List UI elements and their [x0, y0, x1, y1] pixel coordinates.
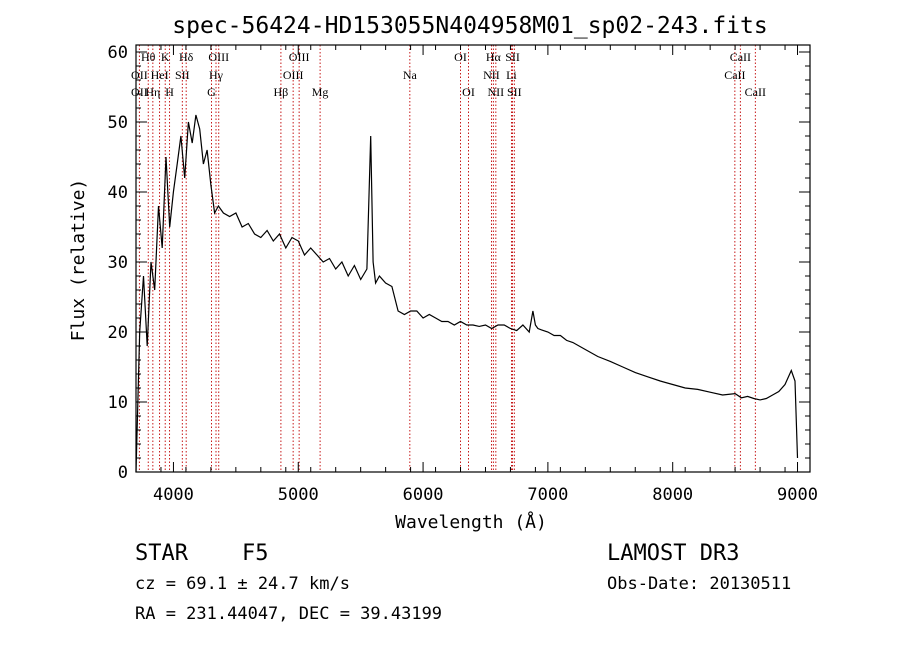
spectral-line-label: Hη [145, 85, 160, 99]
spectral-line-label: CaII [745, 85, 766, 99]
object-subclass: F5 [242, 541, 269, 566]
spectral-line-label: Hδ [179, 50, 194, 64]
spectral-line-label: Hγ [209, 68, 224, 82]
y-axis-ticks: 0 10 20 30 40 50 60 [108, 43, 810, 483]
survey-name: LAMOST DR3 [607, 541, 739, 566]
spectral-line-label: CaII [724, 68, 745, 82]
chart-title: spec-56424-HD153055N404958M01_sp02-243.f… [172, 13, 767, 39]
spectral-line-label: Mg [312, 85, 329, 99]
spectral-line-label: CaII [730, 50, 751, 64]
y-tick-label: 40 [108, 183, 128, 203]
y-tick-label: 0 [118, 463, 128, 483]
spectral-line-label: Na [403, 68, 418, 82]
spectral-line-label: OIII [208, 50, 229, 64]
spectral-line-label: OIII [283, 68, 304, 82]
spectral-line-label: K [161, 50, 170, 64]
x-tick-label: 8000 [652, 485, 693, 505]
spectral-line-label: NII [488, 85, 505, 99]
spectral-line-label: H [165, 85, 174, 99]
x-tick-label: 6000 [403, 485, 444, 505]
spectral-line-label: OI [454, 50, 467, 64]
spectral-line-label: Hθ [141, 50, 156, 64]
spectral-line-label: G [207, 85, 216, 99]
y-tick-label: 30 [108, 253, 128, 273]
spectral-line-label: SII [175, 68, 190, 82]
spectral-line-label: SII [507, 85, 522, 99]
plot-frame [135, 44, 811, 473]
spectral-line-label: OIII [289, 50, 310, 64]
spectral-line-label: Hα [486, 50, 502, 64]
spectral-line-label: HeI [151, 68, 169, 82]
coordinates: RA = 231.44047, DEC = 39.43199 [135, 604, 442, 624]
y-tick-label: 50 [108, 113, 128, 133]
line-markers [138, 45, 756, 472]
y-tick-label: 60 [108, 43, 128, 63]
y-tick-label: 20 [108, 323, 128, 343]
x-tick-label: 7000 [527, 485, 568, 505]
x-axis-ticks: 4000 5000 6000 7000 8000 9000 [135, 45, 818, 505]
spectrum-series-line [135, 114, 799, 473]
x-tick-label: 4000 [153, 485, 194, 505]
spectral-line-label: OI [462, 85, 475, 99]
x-tick-label: 5000 [278, 485, 319, 505]
y-axis-label: Flux (relative) [68, 179, 89, 342]
x-axis-label: Wavelength (Å) [395, 511, 547, 533]
spectral-line-label: OII [131, 68, 148, 82]
spectral-line-label: Hβ [274, 85, 289, 99]
spectral-line-label: Li [506, 68, 517, 82]
spectral-line-label: SII [505, 50, 520, 64]
x-tick-label: 9000 [777, 485, 818, 505]
spectral-line-label: OII [131, 85, 148, 99]
obs-date: Obs-Date: 20130511 [607, 574, 791, 594]
object-class: STAR [135, 541, 189, 566]
spectral-line-label: NII [483, 68, 500, 82]
y-tick-label: 10 [108, 393, 128, 413]
redshift-cz: cz = 69.1 ± 24.7 km/s [135, 574, 350, 594]
line-labels: HθOIIOIIHηHeIKHSIIHδGHγOIIIHβOIIIOIIIMgN… [131, 50, 766, 99]
